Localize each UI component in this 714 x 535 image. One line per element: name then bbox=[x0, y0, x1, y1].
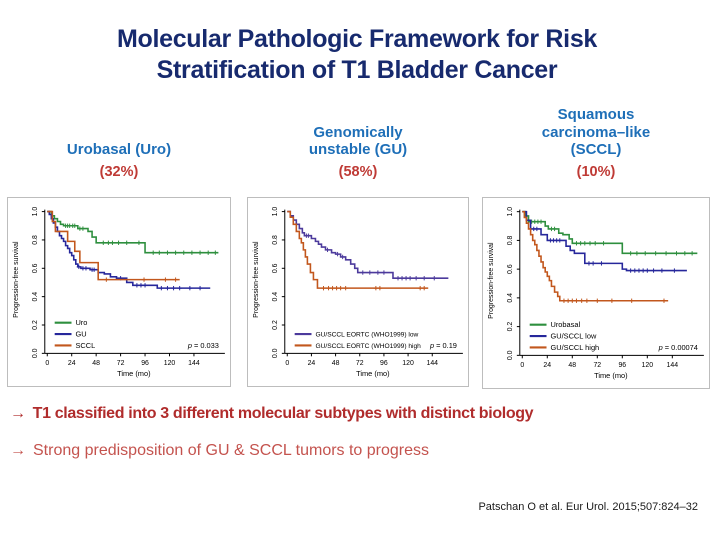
svg-text:Time (mo): Time (mo) bbox=[594, 371, 627, 380]
bullet-2: → Strong predisposition of GU & SCCL tum… bbox=[10, 442, 710, 460]
svg-text:72: 72 bbox=[117, 360, 125, 367]
svg-text:120: 120 bbox=[402, 360, 414, 367]
svg-text:GU/SCCL high: GU/SCCL high bbox=[550, 343, 599, 352]
svg-text:96: 96 bbox=[618, 362, 626, 369]
svg-text:48: 48 bbox=[332, 360, 340, 367]
svg-text:0.0: 0.0 bbox=[32, 348, 39, 358]
svg-text:72: 72 bbox=[356, 360, 364, 367]
slide-title-line1: Molecular Pathologic Framework for Risk bbox=[116, 25, 598, 53]
svg-text:GU: GU bbox=[75, 330, 86, 339]
svg-text:p = 0.19: p = 0.19 bbox=[429, 341, 457, 350]
column-urobasal: Urobasal (Uro) (32%) bbox=[0, 92, 238, 197]
svg-text:96: 96 bbox=[141, 360, 149, 367]
column-sccl: Squamous carcinoma–like (SCCL) (10%) bbox=[478, 92, 714, 197]
bullet-1-text: T1 classified into 3 different molecular… bbox=[32, 405, 534, 422]
svg-text:GU/SCCL EORTC (WHO1999) low: GU/SCCL EORTC (WHO1999) low bbox=[315, 332, 418, 339]
slide-title: Molecular Pathologic Framework for Risk … bbox=[0, 24, 714, 85]
arrow-icon: → bbox=[10, 405, 26, 422]
svg-text:1.0: 1.0 bbox=[507, 207, 514, 217]
svg-text:0.6: 0.6 bbox=[272, 263, 279, 273]
svg-text:0: 0 bbox=[45, 360, 49, 367]
header-gu: Genomically unstable (GU) bbox=[308, 123, 408, 159]
percent-sccl: (10%) bbox=[576, 164, 616, 180]
svg-text:0.2: 0.2 bbox=[507, 322, 514, 332]
citation: Patschan O et al. Eur Urol. 2015;507:824… bbox=[478, 501, 698, 513]
subtype-headers: Urobasal (Uro) (32%) Genomically unstabl… bbox=[0, 92, 714, 197]
svg-text:120: 120 bbox=[642, 362, 654, 369]
svg-text:Progression-free survival: Progression-free survival bbox=[253, 241, 260, 318]
svg-text:Urobasal: Urobasal bbox=[550, 320, 580, 329]
chart-cell-uro: 0 24 48 72 96 120 144 0.0 0.2 0.4 0.6 0.8 1.0 Time (m… bbox=[0, 197, 238, 389]
svg-text:0.8: 0.8 bbox=[32, 235, 39, 245]
bullet-2-text: Strong predisposition of GU & SCCL tumor… bbox=[33, 442, 430, 459]
svg-text:Time (mo): Time (mo) bbox=[117, 369, 150, 378]
svg-text:96: 96 bbox=[380, 360, 388, 367]
km-chart-urobasal-guSccl: 0 24 48 72 96 120 144 0.0 0.2 0.4 0.6 0.8 1.0 Time (m… bbox=[482, 197, 710, 389]
svg-text:144: 144 bbox=[667, 362, 679, 369]
svg-text:p = 0.00074: p = 0.00074 bbox=[658, 343, 698, 352]
svg-text:0.2: 0.2 bbox=[32, 320, 39, 330]
percent-urobasal: (32%) bbox=[99, 164, 139, 180]
chart-cell-eortc: 0 24 48 72 96 120 144 0.0 0.2 0.4 0.6 0.8 1.0 Time (m… bbox=[238, 197, 478, 389]
column-gu: Genomically unstable (GU) (58%) bbox=[238, 92, 478, 197]
svg-text:48: 48 bbox=[92, 360, 100, 367]
svg-text:72: 72 bbox=[593, 362, 601, 369]
svg-text:0.2: 0.2 bbox=[272, 320, 279, 330]
svg-text:1.0: 1.0 bbox=[32, 207, 39, 217]
svg-text:p = 0.033: p = 0.033 bbox=[187, 341, 219, 350]
svg-text:0.6: 0.6 bbox=[32, 263, 39, 273]
svg-text:144: 144 bbox=[188, 360, 200, 367]
bullet-1: → T1 classified into 3 different molecul… bbox=[10, 405, 710, 423]
svg-text:1.0: 1.0 bbox=[272, 207, 279, 217]
svg-text:0.0: 0.0 bbox=[507, 350, 514, 360]
svg-text:Progression-free survival: Progression-free survival bbox=[488, 242, 495, 319]
svg-text:24: 24 bbox=[308, 360, 316, 367]
svg-text:0.4: 0.4 bbox=[272, 292, 279, 302]
header-sccl: Squamous carcinoma–like (SCCL) bbox=[541, 105, 651, 159]
km-chart-uro-gu-sccl: 0 24 48 72 96 120 144 0.0 0.2 0.4 0.6 0.8 1.0 Time (m… bbox=[7, 197, 231, 387]
svg-text:Time (mo): Time (mo) bbox=[356, 369, 389, 378]
svg-text:0.6: 0.6 bbox=[507, 264, 514, 274]
svg-text:48: 48 bbox=[568, 362, 576, 369]
svg-text:Progression-free survival: Progression-free survival bbox=[13, 241, 20, 318]
svg-text:24: 24 bbox=[68, 360, 76, 367]
svg-text:24: 24 bbox=[543, 362, 551, 369]
arrow-icon: → bbox=[10, 442, 26, 459]
svg-text:0.8: 0.8 bbox=[272, 235, 279, 245]
svg-text:0.4: 0.4 bbox=[507, 293, 514, 303]
svg-text:0.4: 0.4 bbox=[32, 292, 39, 302]
svg-text:144: 144 bbox=[426, 360, 438, 367]
km-chart-eortc-who1999: 0 24 48 72 96 120 144 0.0 0.2 0.4 0.6 0.8 1.0 Time (m… bbox=[247, 197, 469, 387]
charts-row: 0 24 48 72 96 120 144 0.0 0.2 0.4 0.6 0.8 1.0 Time (m… bbox=[0, 197, 714, 389]
slide-title-line2: Stratification of T1 Bladder Cancer bbox=[156, 55, 558, 84]
svg-text:GU/SCCL EORTC (WHO1999) high: GU/SCCL EORTC (WHO1999) high bbox=[315, 343, 421, 350]
svg-text:SCCL: SCCL bbox=[75, 341, 95, 350]
chart-cell-combined: 0 24 48 72 96 120 144 0.0 0.2 0.4 0.6 0.8 1.0 Time (m… bbox=[478, 197, 714, 389]
percent-gu: (58%) bbox=[338, 164, 378, 180]
svg-text:0.0: 0.0 bbox=[272, 348, 279, 358]
header-urobasal: Urobasal (Uro) bbox=[66, 141, 172, 159]
svg-text:Uro: Uro bbox=[75, 318, 87, 327]
takeaway-bullets: → T1 classified into 3 different molecul… bbox=[10, 405, 710, 460]
svg-text:120: 120 bbox=[164, 360, 176, 367]
svg-text:0: 0 bbox=[285, 360, 289, 367]
svg-text:0: 0 bbox=[520, 362, 524, 369]
svg-text:GU/SCCL low: GU/SCCL low bbox=[550, 332, 596, 341]
svg-text:0.8: 0.8 bbox=[507, 235, 514, 245]
